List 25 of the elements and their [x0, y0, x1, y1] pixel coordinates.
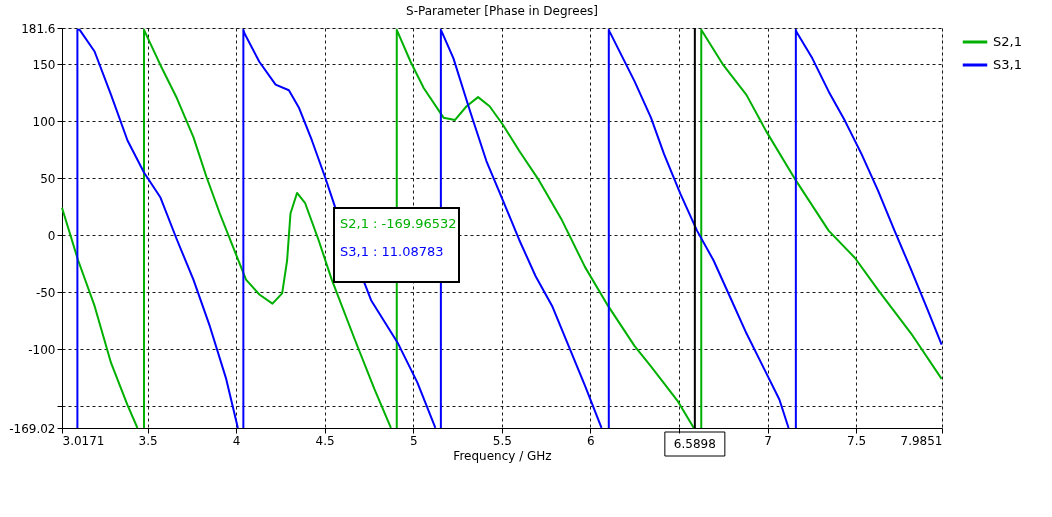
x-tick-label: 4	[232, 433, 241, 448]
y-tick-label: -50	[35, 285, 56, 300]
y-tick-label: 150	[32, 57, 56, 72]
legend-label: S3,1	[993, 57, 1022, 72]
x-tick-label: 5.5	[492, 433, 512, 448]
annotation: S3,1 : 11.08783	[340, 244, 444, 259]
x-tick-label: 7.9851	[900, 433, 943, 448]
x-axis-title: Frequency / GHz	[453, 448, 552, 463]
y-tick-label: 0	[47, 228, 56, 243]
annotation: S2,1 : -169.96532	[340, 216, 457, 231]
x-tick-label: 6	[587, 433, 595, 448]
x-tick-label: 5	[409, 433, 418, 448]
y-tick-label: 100	[32, 114, 56, 129]
y-tick-label: -169.02	[9, 421, 56, 436]
x-tick-label: 3.0171	[62, 433, 105, 448]
x-tick-label: 7	[764, 433, 772, 448]
x-tick-label: 3.5	[138, 433, 158, 448]
x-tick-label: 7.5	[847, 433, 867, 448]
chart-title: S-Parameter [Phase in Degrees]	[406, 4, 598, 18]
legend-label: S2,1	[993, 34, 1022, 49]
y-tick-label: 50	[40, 171, 56, 186]
y-tick-label: -100	[28, 342, 56, 357]
x-tick-label: 4.5	[315, 433, 335, 448]
y-tick-label: 181.6	[21, 21, 56, 36]
ref-line-label: 6.5898	[673, 437, 716, 451]
